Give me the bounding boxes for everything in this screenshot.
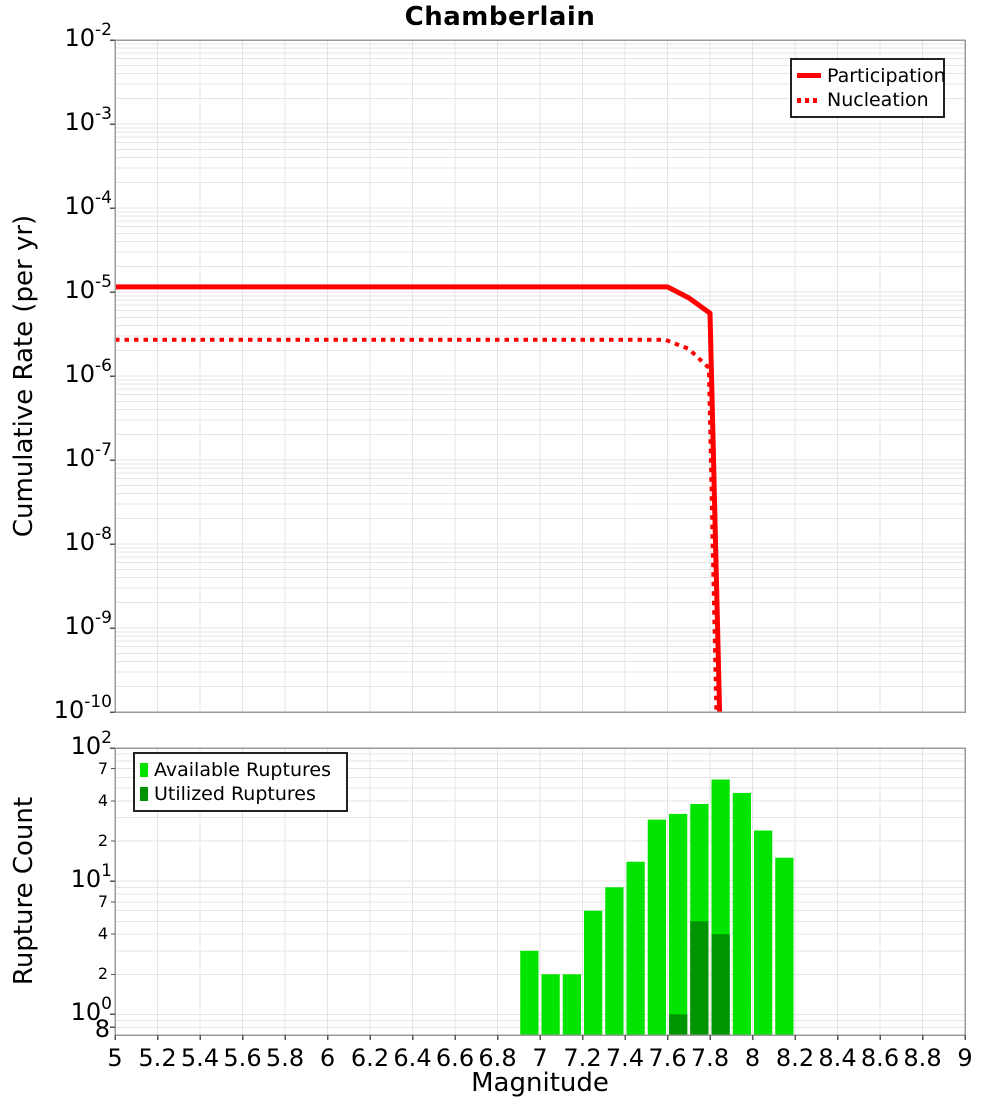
x-tick-label: 5.8 — [265, 1044, 305, 1072]
green-square-icon — [140, 762, 148, 777]
x-tick-label: 6.2 — [350, 1044, 390, 1072]
x-tick-label: 6.6 — [435, 1044, 475, 1072]
y-tick-label: 100 — [70, 994, 112, 1027]
legend-label-utilized: Utilized Ruptures — [154, 783, 316, 806]
available-ruptures-bar — [647, 819, 666, 1035]
chart-title: Chamberlain — [404, 2, 596, 32]
legend-label-available: Available Ruptures — [154, 758, 331, 781]
y-tick-label: 10-8 — [64, 524, 113, 556]
utilized-ruptures-bar — [711, 934, 730, 1035]
legend-rupture-chart: Available Ruptures Utilized Ruptures — [133, 752, 348, 812]
y-tick-label: 10-10 — [53, 692, 112, 724]
utilized-ruptures-bar — [669, 1014, 688, 1035]
available-ruptures-bar — [584, 910, 603, 1035]
y-tick-minor-label: 4 — [97, 924, 108, 944]
available-ruptures-bar — [754, 830, 773, 1035]
x-tick-label: 6.4 — [393, 1044, 432, 1072]
x-tick-label: 8.6 — [860, 1044, 900, 1072]
solid-line-icon — [797, 73, 821, 79]
x-tick-label: 6.8 — [478, 1044, 517, 1072]
dotted-line-icon — [797, 97, 821, 103]
y-tick-label: 102 — [70, 728, 112, 760]
available-ruptures-bar — [520, 950, 539, 1035]
x-tick-label: 8 — [744, 1044, 761, 1072]
y-tick-label: 10-5 — [64, 272, 113, 304]
x-tick-label: 5.6 — [223, 1044, 262, 1072]
dark-green-square-icon — [140, 787, 148, 802]
y-tick-label: 10-9 — [64, 608, 113, 640]
y-tick-label: 10-6 — [64, 356, 113, 388]
y-tick-label: 10-3 — [64, 104, 113, 136]
legend-label-participation: Participation — [827, 64, 946, 87]
x-tick-label: 5.2 — [138, 1044, 177, 1072]
available-ruptures-bar — [626, 861, 645, 1035]
y-tick-label: 101 — [70, 861, 112, 894]
available-ruptures-bar — [605, 887, 624, 1035]
legend-rate-chart: Participation Nucleation — [790, 58, 946, 118]
y-tick-label: 10-4 — [64, 188, 113, 220]
y-tick-minor-label: 2 — [97, 964, 108, 984]
x-tick-label: 8.2 — [775, 1044, 815, 1072]
x-tick-label: 7.6 — [648, 1044, 687, 1072]
y-tick-minor-label: 7 — [97, 758, 108, 778]
nucleation-line — [115, 337, 719, 713]
x-tick-label: 6 — [319, 1044, 336, 1072]
utilized-ruptures-bar — [690, 921, 709, 1035]
y-tick-label: 10-2 — [64, 20, 113, 52]
legend-label-nucleation: Nucleation — [827, 89, 929, 112]
x-tick-label: 5 — [107, 1044, 123, 1072]
available-ruptures-bar — [562, 974, 581, 1035]
legend-item-participation: Participation — [797, 65, 946, 87]
x-tick-label: 7 — [532, 1044, 548, 1072]
y-tick-minor-label: 4 — [97, 790, 108, 810]
x-tick-label: 8.8 — [903, 1044, 942, 1072]
available-ruptures-bar — [732, 792, 751, 1035]
available-ruptures-bar — [775, 857, 794, 1035]
y-tick-minor-label: 7 — [97, 891, 108, 911]
participation-line — [115, 284, 723, 713]
y-tick-minor-label: 8 — [94, 1015, 110, 1044]
available-ruptures-bar — [669, 813, 688, 1035]
legend-item-available: Available Ruptures — [140, 759, 341, 781]
x-tick-label: 9 — [957, 1044, 973, 1072]
x-tick-label: 7.8 — [690, 1044, 730, 1072]
x-tick-label: 8.4 — [818, 1044, 857, 1072]
x-axis-title: Magnitude — [471, 1068, 609, 1098]
legend-item-utilized: Utilized Ruptures — [140, 783, 341, 805]
available-ruptures-bar — [541, 974, 560, 1035]
y-tick-minor-label: 2 — [97, 831, 108, 851]
y-tick-label: 10-7 — [64, 440, 113, 472]
x-tick-label: 7.4 — [605, 1044, 645, 1072]
legend-item-nucleation: Nucleation — [797, 89, 938, 111]
x-tick-label: 5.4 — [180, 1044, 220, 1072]
x-tick-label: 7.2 — [563, 1044, 602, 1072]
